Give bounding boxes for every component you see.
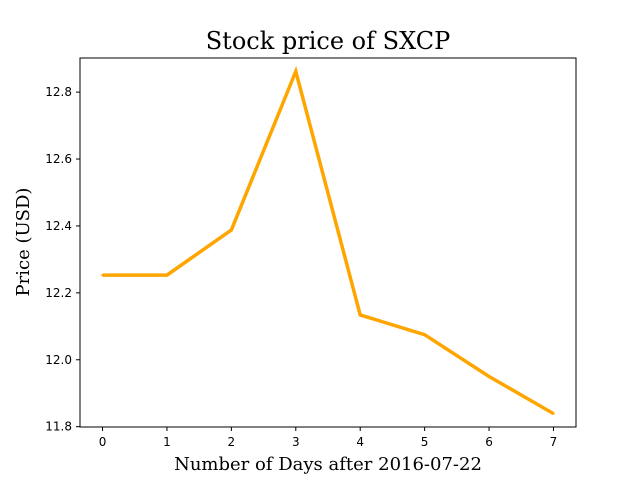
data-point bbox=[487, 375, 491, 378]
x-axis-label: Number of Days after 2016-07-22 bbox=[174, 454, 482, 475]
price-line bbox=[102, 65, 555, 416]
y-tick-label: 12.6 bbox=[45, 152, 72, 166]
series-layer bbox=[101, 65, 555, 416]
x-tick-label: 3 bbox=[292, 435, 300, 449]
y-axis-label: Price (USD) bbox=[13, 188, 34, 297]
y-tick-label: 12.2 bbox=[45, 286, 72, 300]
x-tick-label: 4 bbox=[356, 435, 364, 449]
data-point bbox=[294, 70, 297, 73]
plot-frame bbox=[79, 57, 577, 428]
data-point bbox=[359, 313, 362, 317]
y-tick-label: 11.8 bbox=[45, 420, 72, 434]
y-tick-label: 12.4 bbox=[45, 219, 72, 233]
data-point bbox=[552, 412, 555, 415]
x-tick-label: 6 bbox=[485, 435, 493, 449]
x-axis-ticks: 0 1 2 3 4 5 6 7 bbox=[99, 427, 558, 449]
y-tick-label: 12.8 bbox=[45, 85, 72, 99]
x-tick-label: 1 bbox=[163, 435, 171, 449]
data-point bbox=[230, 228, 233, 232]
data-point bbox=[423, 333, 426, 336]
data-point bbox=[165, 273, 169, 277]
x-tick-label: 2 bbox=[228, 435, 236, 449]
chart-title: Stock price of SXCP bbox=[206, 27, 451, 55]
x-tick-label: 0 bbox=[99, 435, 107, 449]
y-axis-ticks: 11.8 12.0 12.2 12.4 12.6 12.8 bbox=[45, 85, 80, 434]
x-tick-label: 7 bbox=[550, 435, 558, 449]
y-tick-label: 12.0 bbox=[45, 353, 72, 367]
x-tick-label: 5 bbox=[421, 435, 429, 449]
data-point bbox=[101, 273, 104, 277]
